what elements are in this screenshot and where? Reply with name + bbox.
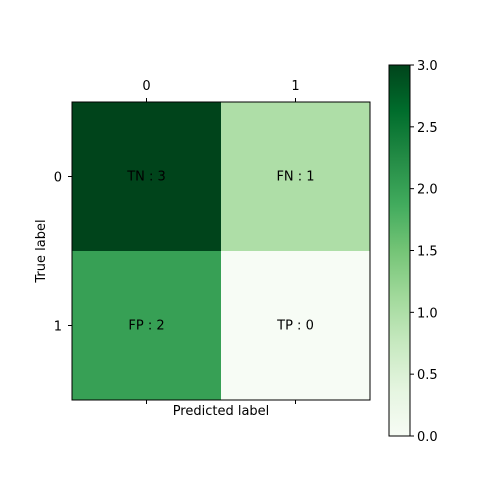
matrix-cell-labels: TN : 3 FN : 1 FP : 2 TP : 0 xyxy=(126,170,314,334)
colorbar-tick-label: 1.5 xyxy=(417,245,438,260)
cell-label: TP : 0 xyxy=(276,319,314,334)
matrix-cell xyxy=(221,102,370,251)
colorbar-ticks: 0.0 0.5 1.0 1.5 2.0 2.5 3.0 xyxy=(410,59,438,445)
colorbar-tick-label: 1.0 xyxy=(417,306,438,321)
colorbar-tick-label: 3.0 xyxy=(417,59,438,74)
y-tick-label: 0 xyxy=(54,171,62,186)
matrix-cells xyxy=(72,102,370,400)
colorbar-tick-label: 0.5 xyxy=(417,368,438,383)
matrix-cell xyxy=(72,102,221,251)
colorbar-tick-label: 2.0 xyxy=(417,183,438,198)
cell-label: FP : 2 xyxy=(128,319,164,334)
x-tick-label: 1 xyxy=(291,79,299,94)
plot-frame xyxy=(71,101,371,401)
colorbar-tick-label: 2.5 xyxy=(417,121,438,136)
x-axis-label: Predicted label xyxy=(173,404,270,419)
matrix-cell xyxy=(72,251,221,400)
y-axis-ticks: 01 xyxy=(54,171,72,335)
x-tick-label: 0 xyxy=(142,79,150,94)
cell-label: FN : 1 xyxy=(276,170,314,185)
colorbar-tick-label: 0.0 xyxy=(417,430,438,445)
y-tick-label: 1 xyxy=(54,320,62,335)
matrix-cell xyxy=(221,251,370,400)
y-axis-label: True label xyxy=(34,219,49,283)
colorbar xyxy=(388,64,411,437)
cell-label: TN : 3 xyxy=(126,170,166,185)
